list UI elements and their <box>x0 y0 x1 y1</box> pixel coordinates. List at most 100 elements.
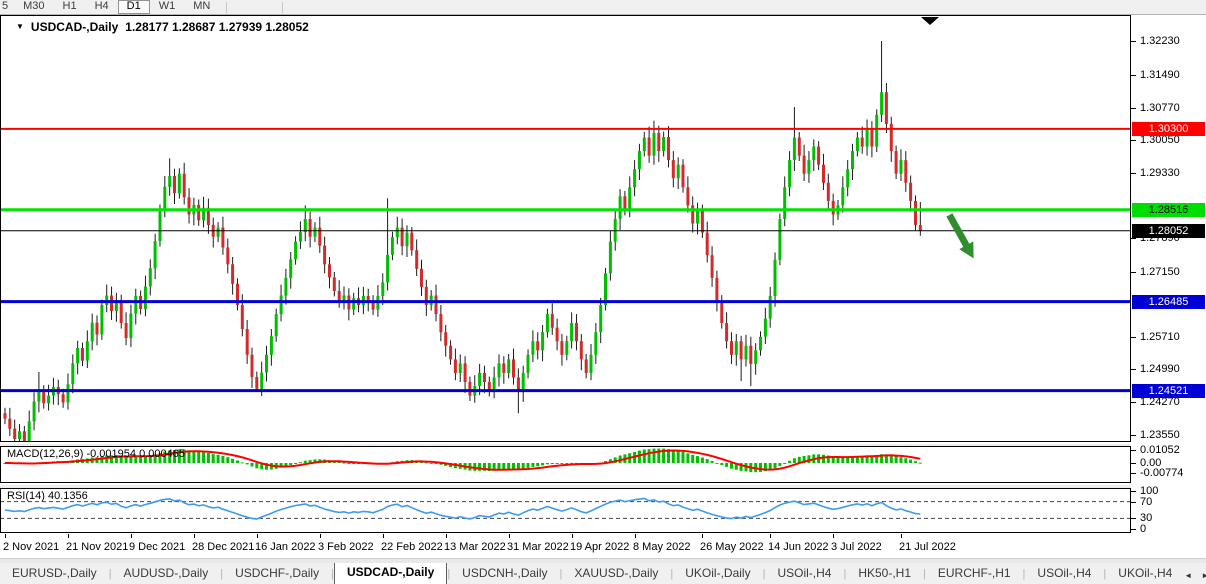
tab-separator: | <box>559 568 563 580</box>
date-label: 8 May 2022 <box>633 541 691 553</box>
date-tick <box>509 534 510 538</box>
price-tick-label-tick <box>1131 41 1136 42</box>
date-tick <box>702 534 703 538</box>
price-tick-label: 1.29330 <box>1140 167 1180 179</box>
tab-separator: | <box>670 568 674 580</box>
timeframe-button-mn[interactable]: MN <box>193 0 211 12</box>
toolbar-separator <box>282 1 284 13</box>
price-tick-label: 1.27150 <box>1140 266 1180 278</box>
tab-usoil-h4[interactable]: USOil-,H4 <box>1037 566 1092 580</box>
timeframe-button-m5-partial[interactable]: 5 <box>2 0 9 12</box>
price-tick-label-tick <box>1131 337 1136 338</box>
timeframe-button-h4[interactable]: H4 <box>94 0 109 12</box>
price-badge-1.24521: 1.24521 <box>1132 384 1205 398</box>
rsi-axis-label: 70 <box>1140 496 1153 508</box>
tab-eurusd-daily[interactable]: EURUSD-,Daily <box>12 566 97 580</box>
tab-usoil-h4[interactable]: USOil-,H4 <box>777 566 832 580</box>
macd-axis-label: -0.00774 <box>1140 467 1184 479</box>
tab-xauusd-daily[interactable]: XAUUSD-,Daily <box>574 566 659 580</box>
tab-audusd-daily[interactable]: AUDUSD-,Daily <box>123 566 209 580</box>
price-tick-label: 1.24990 <box>1140 363 1180 375</box>
chart-shift-marker-icon <box>921 17 940 25</box>
price-tick-label-tick <box>1131 75 1136 76</box>
date-label: 14 Jun 2022 <box>768 541 829 553</box>
macd-panel-border <box>0 446 1131 483</box>
date-tick <box>320 534 321 538</box>
date-label: 3 Jul 2022 <box>831 541 882 553</box>
date-tick <box>131 534 132 538</box>
date-tick <box>5 534 6 538</box>
price-tick-label: 1.30050 <box>1140 134 1180 146</box>
date-label: 19 Apr 2022 <box>570 541 630 553</box>
chart-symbol-label: USDCAD-,Daily <box>30 20 119 34</box>
chart-dropdown-icon[interactable]: ▼ <box>16 22 24 31</box>
macd-label: MACD(12,26,9) -0.001954 0.000465 <box>7 448 185 460</box>
main-chart-canvas[interactable] <box>0 15 1131 442</box>
rsi-axis-label: 0 <box>1140 523 1147 535</box>
price-tick-label: 1.31490 <box>1140 69 1180 81</box>
tab-usdcnh-daily[interactable]: USDCNH-,Daily <box>462 566 548 580</box>
rsi-axis-label-tick <box>1131 518 1136 519</box>
rsi-indicator-canvas[interactable] <box>0 488 1131 533</box>
macd-axis-label-tick <box>1131 473 1136 474</box>
date-label: 21 Jul 2022 <box>899 541 956 553</box>
price-badge-1.28516: 1.28516 <box>1132 203 1205 217</box>
tab-usdcad-daily[interactable]: USDCAD-,Daily <box>333 563 448 584</box>
chart-title: ▼ USDCAD-,Daily 1.28177 1.28687 1.27939 … <box>16 20 309 34</box>
timeframe-button-w1[interactable]: W1 <box>158 0 176 12</box>
chart-ohlc-values: 1.28177 1.28687 1.27939 1.28052 <box>125 20 309 34</box>
rsi-line <box>4 497 921 520</box>
price-tick-label-tick <box>1131 108 1136 109</box>
price-badge-1.26485: 1.26485 <box>1132 295 1205 309</box>
price-tick-label-tick <box>1131 272 1136 273</box>
macd-indicator-canvas[interactable] <box>0 446 1131 483</box>
tab-scroll-left-icon[interactable]: ◄ <box>1184 571 1193 580</box>
price-tick-label-tick <box>1131 140 1136 141</box>
rsi-label: RSI(14) 40.1356 <box>7 490 88 502</box>
macd-axis-label: 0.00 <box>1140 457 1162 469</box>
date-tick <box>572 534 573 538</box>
date-label: 16 Jan 2022 <box>255 541 316 553</box>
candles <box>3 41 922 442</box>
price-badge-1.30300: 1.30300 <box>1132 122 1205 136</box>
price-tick-label-tick <box>1131 369 1136 370</box>
price-tick-label: 1.32230 <box>1140 35 1180 47</box>
date-label: 31 Mar 2022 <box>507 541 569 553</box>
timeframe-button-m30[interactable]: M30 <box>23 0 45 12</box>
timeframe-button-h1[interactable]: H1 <box>62 0 77 12</box>
date-label: 26 May 2022 <box>700 541 764 553</box>
price-badge-1.28052: 1.28052 <box>1132 224 1205 238</box>
date-label: 13 Mar 2022 <box>444 541 506 553</box>
timeframe-toolbar: 5 M30 H1 H4 D1 W1 MN <box>0 0 1206 15</box>
date-tick <box>770 534 771 538</box>
rsi-axis-label: 30 <box>1140 512 1153 524</box>
timeframe-button-group: M30 H1 H4 D1 W1 MN <box>14 0 219 14</box>
price-tick-label: 1.24270 <box>1140 396 1180 408</box>
tab-separator: | <box>923 568 926 580</box>
price-tick-label: 1.25710 <box>1140 331 1180 343</box>
sell-arrow-annotation[interactable] <box>946 213 974 259</box>
tab-ukoil-h4[interactable]: UKOil-,H4 <box>1118 566 1173 580</box>
date-label: 21 Nov 2021 <box>66 541 129 553</box>
date-tick <box>446 534 447 538</box>
tab-ukoil-daily[interactable]: UKOil-,Daily <box>685 566 751 580</box>
tab-hk50-h1[interactable]: HK50-,H1 <box>858 566 912 580</box>
rsi-axis-label-tick <box>1131 491 1136 492</box>
date-label: 3 Feb 2022 <box>318 541 374 553</box>
tab-scroll-right-icon[interactable]: ► <box>1201 571 1206 580</box>
toolbar-separator <box>226 1 228 13</box>
timeframe-button-d1[interactable]: D1 <box>117 0 150 14</box>
tab-separator: | <box>1103 568 1107 580</box>
tab-usdchf-daily[interactable]: USDCHF-,Daily <box>235 566 320 580</box>
tab-separator: | <box>331 568 334 580</box>
price-tick-label-tick <box>1131 435 1136 436</box>
macd-signal-line <box>5 449 921 471</box>
tab-eurchf-h1[interactable]: EURCHF-,H1 <box>937 566 1011 580</box>
date-label: 2 Nov 2021 <box>3 541 60 553</box>
rsi-axis-label-tick <box>1131 502 1136 503</box>
tab-separator: | <box>108 568 112 580</box>
symbol-tabs: EURUSD-,Daily | AUDUSD-,Daily | USDCHF-,Dail… <box>0 563 1184 584</box>
date-tick <box>383 534 384 538</box>
date-tick <box>194 534 195 538</box>
